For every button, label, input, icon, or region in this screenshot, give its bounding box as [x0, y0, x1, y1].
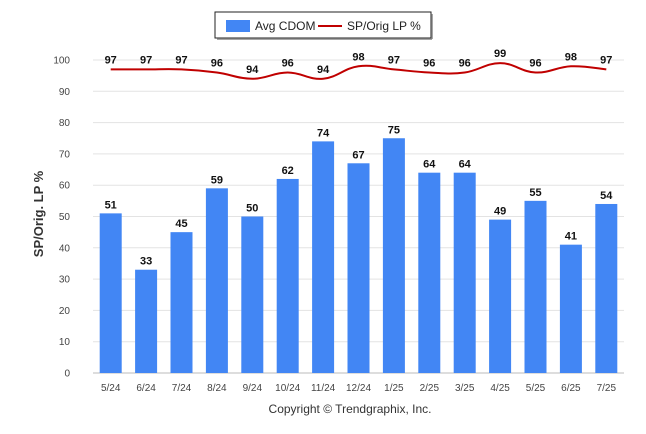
- bar-value-label: 62: [282, 165, 294, 177]
- y-tick-label: 60: [59, 181, 71, 192]
- x-axis-ticks: 5/24 6/24 7/24 8/24 9/24 10/24 11/24 12/24 1/25 2…: [101, 383, 617, 394]
- bar-value-label: 74: [317, 127, 330, 139]
- legend-label-sp-orig-lp: SP/Orig LP %: [347, 19, 421, 33]
- y-tick-label: 100: [53, 56, 70, 67]
- line-path: [110, 62, 607, 80]
- y-tick-label: 90: [59, 87, 71, 98]
- y-tick-label: 30: [59, 275, 71, 286]
- line-value-label: 96: [423, 58, 435, 70]
- bar-value-label: 67: [352, 149, 364, 161]
- bar-value-label: 54: [600, 190, 613, 202]
- copyright-text: Copyright © Trendgraphix, Inc.: [269, 402, 432, 416]
- bar-value-label: 55: [529, 187, 541, 199]
- bar-value-label: 41: [565, 231, 577, 243]
- bar: [595, 203, 618, 373]
- y-tick-label: 40: [59, 243, 71, 254]
- line-series: [110, 62, 607, 80]
- line-value-label: 97: [105, 54, 117, 66]
- x-tick-label: 11/24: [311, 383, 336, 394]
- y-axis-title: SP/Orig. LP %: [31, 170, 46, 257]
- legend[interactable]: Avg CDOM SP/Orig LP %: [214, 11, 433, 40]
- x-tick-label: 8/24: [207, 383, 227, 394]
- line-value-label: 96: [211, 58, 223, 70]
- bar: [312, 141, 335, 373]
- bar-value-label: 51: [105, 199, 117, 211]
- bar: [135, 269, 158, 373]
- y-tick-label: 50: [59, 212, 71, 223]
- x-tick-label: 2/25: [420, 383, 440, 394]
- x-tick-label: 12/24: [346, 383, 371, 394]
- bar: [489, 219, 512, 373]
- bar: [99, 213, 122, 373]
- bar: [524, 200, 547, 373]
- line-value-label: 97: [600, 54, 612, 66]
- legend-label-avg-cdom: Avg CDOM: [255, 19, 315, 33]
- line-value-label: 97: [175, 54, 187, 66]
- x-tick-label: 9/24: [243, 383, 263, 394]
- x-tick-label: 6/25: [561, 383, 581, 394]
- x-tick-label: 4/25: [490, 383, 510, 394]
- y-tick-label: 20: [59, 306, 71, 317]
- x-tick-label: 5/24: [101, 383, 121, 394]
- bar: [453, 172, 476, 373]
- y-tick-label: 0: [64, 369, 70, 380]
- bar-value-label: 64: [423, 159, 436, 171]
- bar: [347, 163, 370, 373]
- line-value-label: 99: [494, 48, 506, 60]
- bar-value-label: 59: [211, 174, 223, 186]
- bar-series: [99, 138, 618, 373]
- bar-value-label: 49: [494, 206, 506, 218]
- bar: [205, 188, 228, 373]
- y-tick-label: 10: [59, 337, 71, 348]
- x-tick-label: 1/25: [384, 383, 404, 394]
- x-tick-label: 5/25: [526, 383, 546, 394]
- x-tick-label: 10/24: [275, 383, 300, 394]
- bar-value-label: 50: [246, 203, 258, 215]
- bar: [170, 232, 193, 373]
- bar: [382, 138, 405, 373]
- legend-swatch-avg-cdom: [226, 20, 250, 32]
- line-value-label: 94: [317, 64, 330, 76]
- x-tick-label: 6/24: [136, 383, 156, 394]
- line-value-label: 96: [459, 58, 471, 70]
- line-value-label: 97: [140, 54, 152, 66]
- y-tick-label: 80: [59, 118, 71, 129]
- line-value-label: 96: [529, 58, 541, 70]
- bar-value-label: 45: [175, 218, 187, 230]
- bar-value-label: 33: [140, 256, 152, 268]
- x-tick-label: 7/24: [172, 383, 192, 394]
- y-tick-label: 70: [59, 149, 71, 160]
- bar: [559, 244, 582, 373]
- bar: [418, 172, 441, 373]
- x-tick-label: 3/25: [455, 383, 475, 394]
- x-tick-label: 7/25: [597, 383, 617, 394]
- line-value-label: 98: [565, 51, 577, 63]
- data-labels: 51 33 45 59 50 62 74 67 75 64 64 49 55 41 54 97 97 97 96 94…: [105, 48, 614, 268]
- bar-value-label: 64: [459, 159, 472, 171]
- line-value-label: 98: [352, 51, 364, 63]
- bar: [241, 216, 264, 373]
- line-value-label: 96: [282, 58, 294, 70]
- bar: [276, 178, 299, 373]
- line-value-label: 94: [246, 64, 259, 76]
- y-axis-ticks: 0 10 20 30 40 50 60 70 80 90 100: [53, 56, 70, 380]
- line-value-label: 97: [388, 54, 400, 66]
- bar-value-label: 75: [388, 124, 400, 136]
